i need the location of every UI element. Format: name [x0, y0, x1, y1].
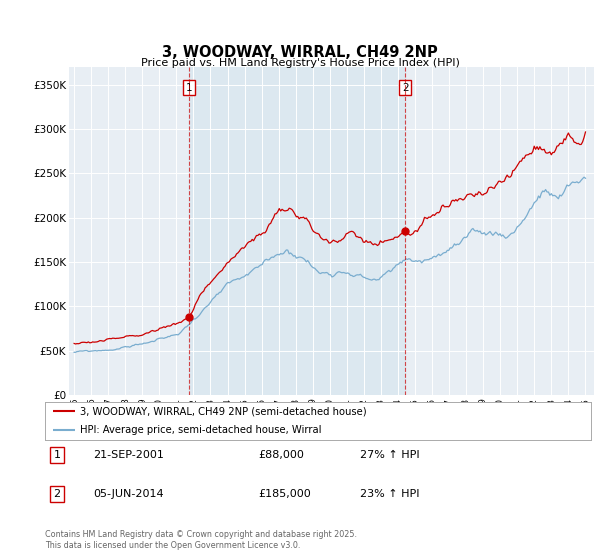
Text: 3, WOODWAY, WIRRAL, CH49 2NP: 3, WOODWAY, WIRRAL, CH49 2NP — [162, 45, 438, 60]
Text: 05-JUN-2014: 05-JUN-2014 — [93, 489, 164, 499]
Text: 27% ↑ HPI: 27% ↑ HPI — [360, 450, 419, 460]
Text: 1: 1 — [185, 82, 192, 92]
Text: Price paid vs. HM Land Registry's House Price Index (HPI): Price paid vs. HM Land Registry's House … — [140, 58, 460, 68]
Text: 1: 1 — [53, 450, 61, 460]
Text: £88,000: £88,000 — [258, 450, 304, 460]
Text: 3, WOODWAY, WIRRAL, CH49 2NP (semi-detached house): 3, WOODWAY, WIRRAL, CH49 2NP (semi-detac… — [80, 406, 367, 416]
Text: 2: 2 — [53, 489, 61, 499]
Text: Contains HM Land Registry data © Crown copyright and database right 2025.
This d: Contains HM Land Registry data © Crown c… — [45, 530, 357, 550]
Text: £185,000: £185,000 — [258, 489, 311, 499]
Bar — [188, 67, 406, 395]
Text: 23% ↑ HPI: 23% ↑ HPI — [360, 489, 419, 499]
Text: 2: 2 — [402, 82, 409, 92]
Text: 21-SEP-2001: 21-SEP-2001 — [93, 450, 164, 460]
Text: HPI: Average price, semi-detached house, Wirral: HPI: Average price, semi-detached house,… — [80, 425, 322, 435]
